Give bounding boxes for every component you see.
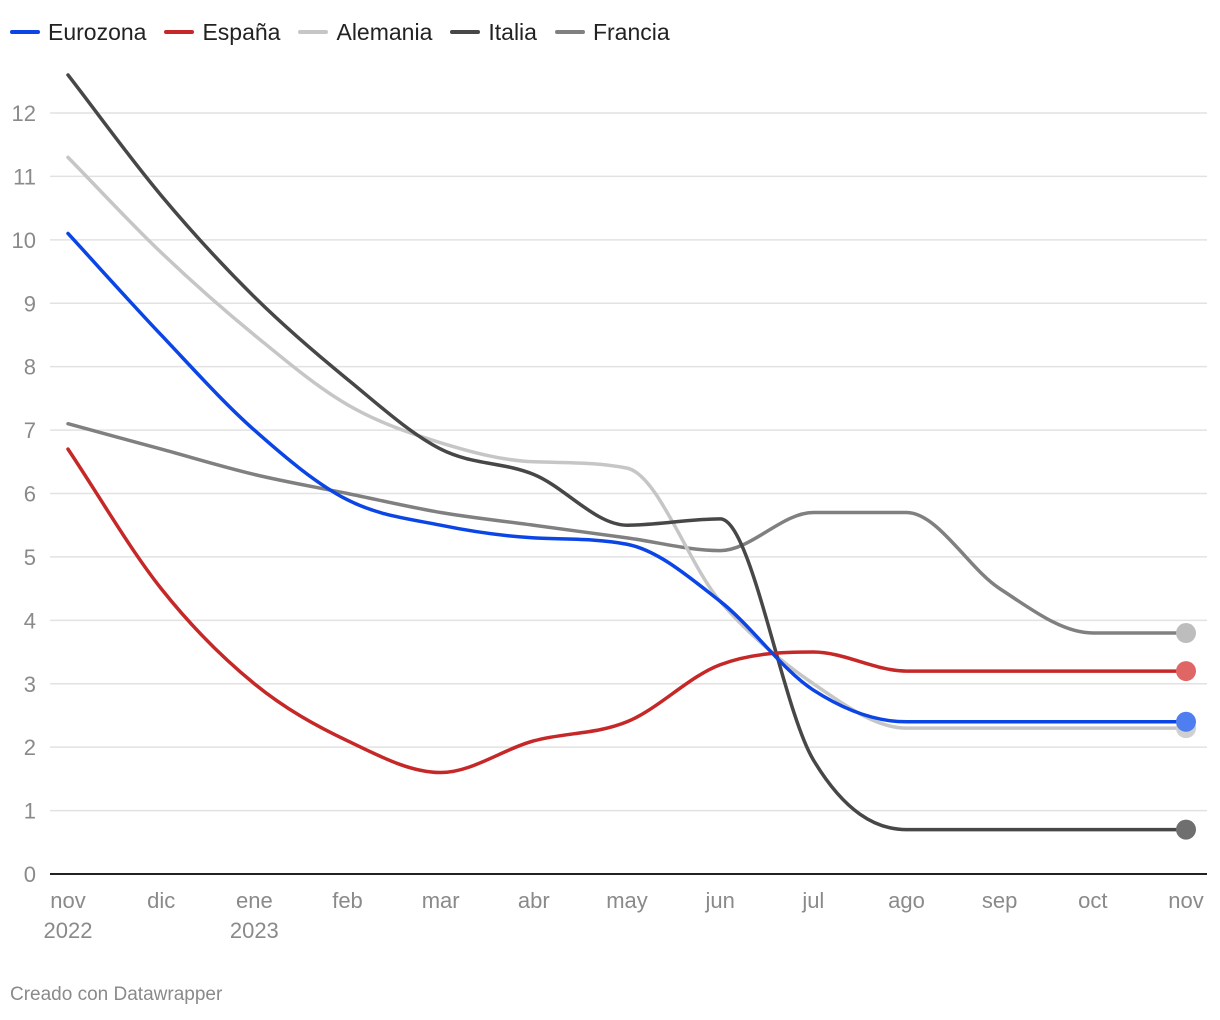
y-tick-label: 3 — [24, 672, 36, 697]
x-tick-label: jul — [801, 888, 824, 913]
end-dot-francia — [1176, 623, 1196, 644]
series-line-alemania — [66, 155, 1188, 730]
y-tick-label: 0 — [24, 862, 36, 887]
x-tick-label: dic — [147, 888, 175, 913]
x-tick-year-label: 2023 — [230, 918, 279, 943]
y-tick-label: 6 — [24, 482, 36, 507]
credit-text: Creado con Datawrapper — [10, 984, 223, 1005]
x-tick-label: sep — [982, 888, 1017, 913]
y-tick-label: 11 — [13, 164, 36, 189]
y-tick-label: 5 — [24, 545, 36, 570]
legend-item-francia: Francia — [554, 18, 670, 46]
x-tick-year-label: 2022 — [44, 918, 93, 943]
x-tick-label: nov — [1168, 888, 1203, 913]
legend-swatch — [554, 30, 585, 34]
x-tick-label: feb — [332, 888, 363, 913]
y-tick-label: 7 — [24, 418, 36, 443]
legend-item-alemania: Alemania — [298, 19, 432, 46]
legend-swatch — [10, 30, 40, 34]
end-dot-espana — [1176, 661, 1196, 682]
end-dots — [1176, 623, 1196, 840]
series-line-francia — [66, 421, 1188, 635]
x-tick-label: abr — [518, 888, 550, 913]
legend-swatch — [164, 30, 195, 34]
x-tick-label: jun — [704, 888, 734, 913]
legend-swatch — [298, 30, 329, 34]
series-line-espana — [66, 447, 1188, 775]
legend-label: España — [202, 18, 281, 45]
legend-label: Eurozona — [48, 18, 147, 45]
legend-label: Italia — [488, 18, 537, 45]
x-tick-label: ago — [888, 888, 925, 913]
y-tick-label: 12 — [12, 101, 36, 126]
x-tick-label: oct — [1078, 888, 1107, 913]
y-tick-label: 8 — [24, 355, 36, 380]
gridlines — [50, 112, 1207, 875]
x-axis-ticks: nov 2022 dic ene 2023 feb mar abr may jun jul ago se… — [44, 888, 1204, 943]
series-lines — [66, 73, 1188, 832]
end-dot-eurozona — [1176, 711, 1196, 732]
legend-swatch — [450, 30, 481, 34]
legend-item-españa: España — [164, 19, 280, 46]
x-tick-label: ene — [236, 888, 273, 913]
y-tick-label: 10 — [12, 228, 36, 253]
end-dot-italia — [1176, 819, 1196, 840]
legend: Eurozona España Alemania Italia Francia — [10, 16, 688, 48]
legend-label: Alemania — [336, 18, 433, 45]
series-line-eurozona — [66, 231, 1188, 724]
legend-label: Francia — [592, 18, 670, 45]
y-tick-label: 4 — [24, 608, 36, 633]
y-tick-label: 2 — [24, 735, 36, 760]
x-tick-label: may — [606, 888, 648, 913]
series-line-italia — [66, 73, 1188, 832]
x-tick-label: nov — [50, 888, 85, 913]
y-tick-label: 9 — [24, 291, 36, 316]
x-tick-label: mar — [422, 888, 460, 913]
legend-item-italia: Italia — [450, 19, 537, 46]
legend-item-eurozona: Eurozona — [10, 19, 146, 46]
y-tick-label: 1 — [24, 799, 36, 824]
